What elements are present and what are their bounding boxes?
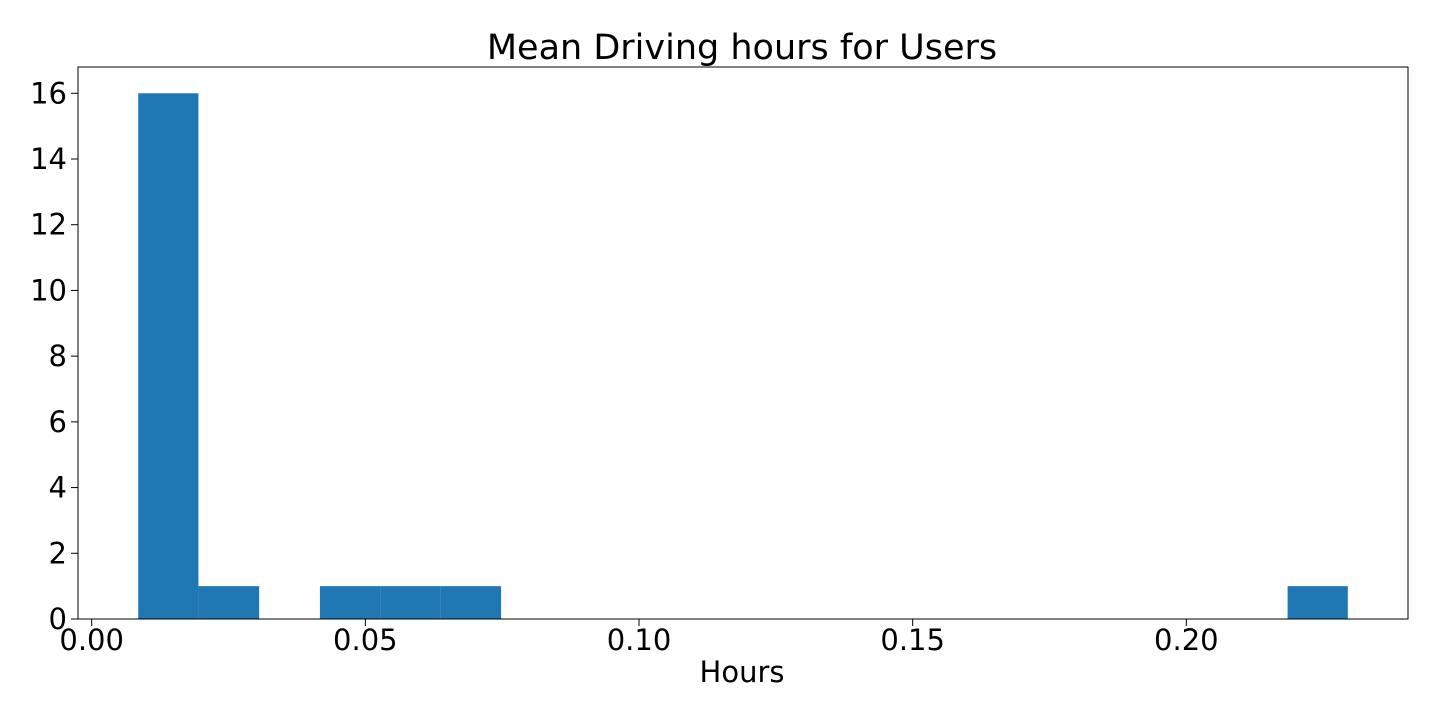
x-tick-label: 0.05 (333, 623, 398, 657)
histogram-bar (440, 586, 502, 619)
x-tick-label: 0.00 (59, 623, 124, 657)
y-tick-label: 10 (30, 273, 67, 307)
x-axis-label: Hours (700, 655, 785, 689)
bars-group (138, 93, 1348, 620)
x-tick-label: 0.15 (880, 623, 945, 657)
x-tick-label: 0.20 (1154, 623, 1219, 657)
histogram-bar (198, 586, 260, 619)
x-tick-label: 0.10 (607, 623, 672, 657)
histogram-bar (319, 586, 381, 619)
y-tick-label: 6 (49, 405, 67, 439)
histogram-bar (380, 586, 441, 619)
y-tick-label: 4 (49, 471, 67, 505)
y-tick-label: 2 (49, 536, 67, 570)
y-tick-label: 8 (49, 339, 67, 373)
y-tick-label: 16 (30, 76, 67, 110)
y-tick-label: 0 (49, 602, 67, 636)
x-axis: 0.00 0.05 0.10 0.15 0.20 (59, 619, 1219, 657)
y-tick-label: 14 (30, 142, 67, 176)
histogram-bar (1287, 586, 1348, 619)
plot-frame (77, 66, 1409, 620)
y-axis: 0 2 4 6 8 10 12 14 16 (30, 76, 78, 636)
chart-title: Mean Driving hours for Users (487, 28, 997, 68)
histogram-bar (138, 93, 199, 620)
y-tick-label: 12 (30, 208, 67, 242)
